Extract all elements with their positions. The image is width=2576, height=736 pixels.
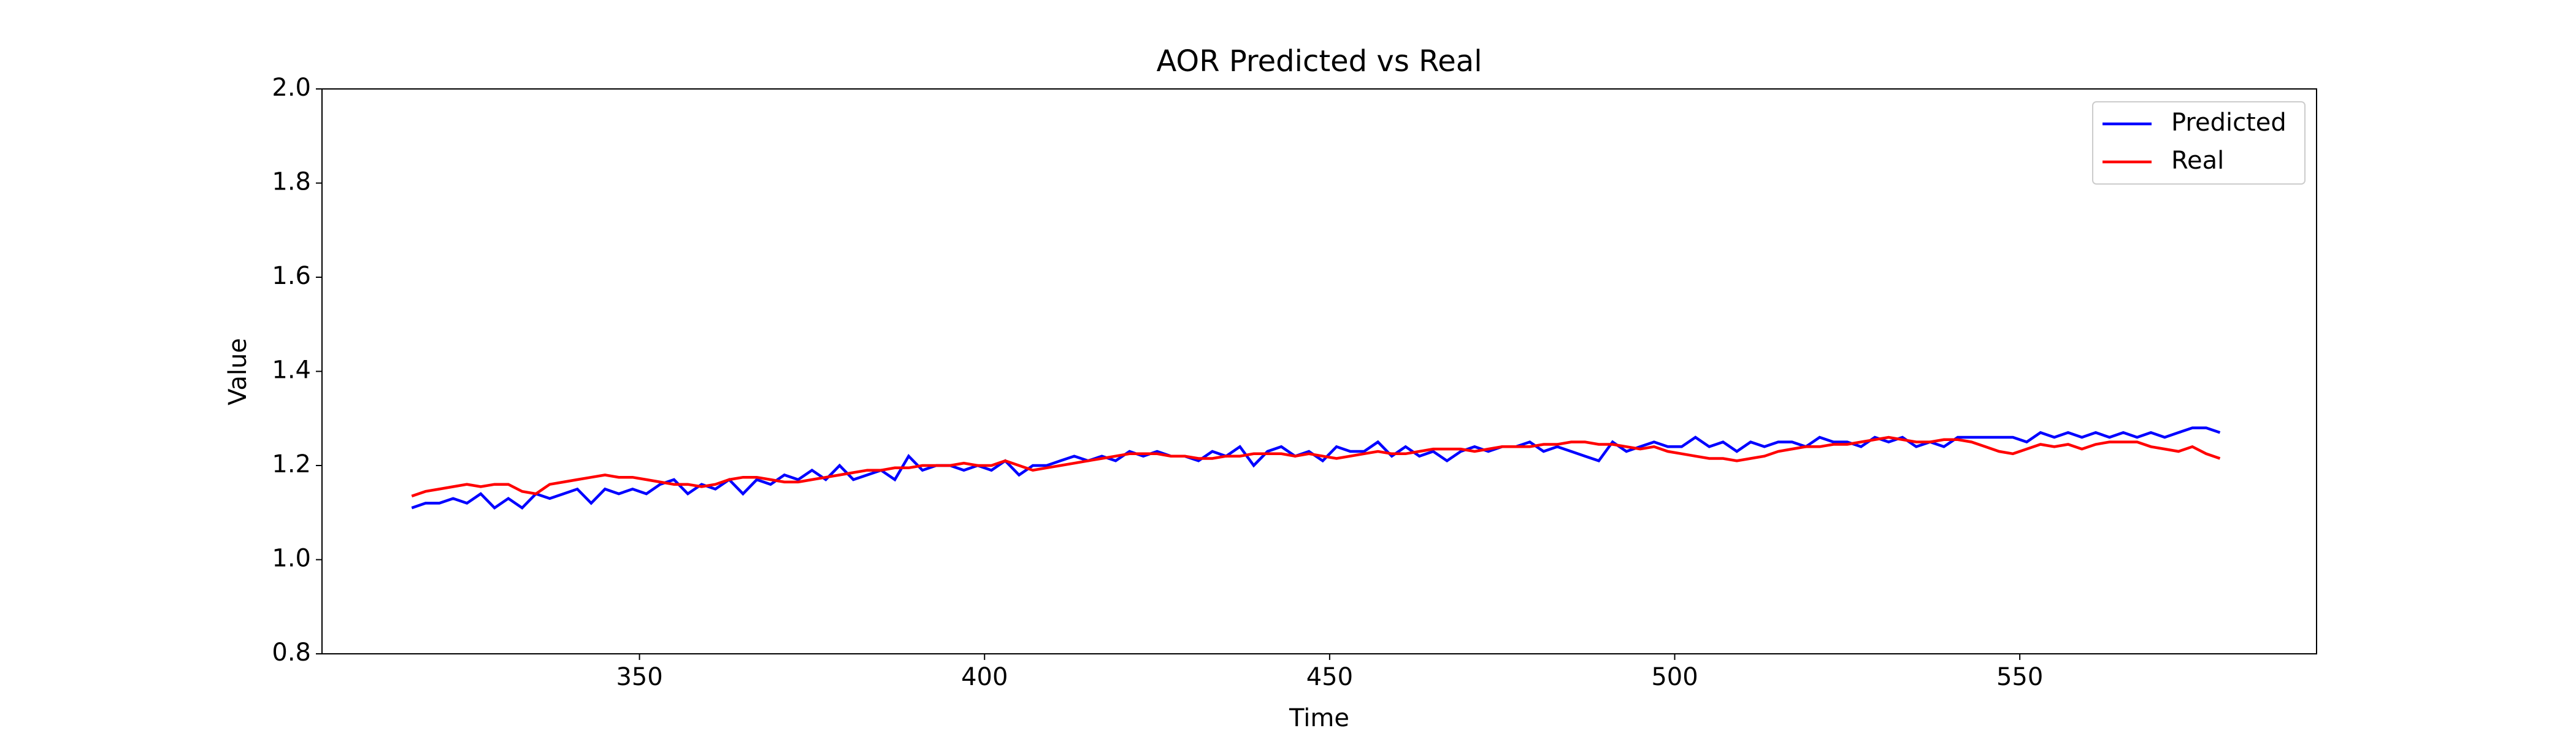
x-tick-label: 550 — [1996, 663, 2043, 691]
legend-label: Real — [2171, 147, 2224, 175]
y-tick-label: 1.6 — [272, 262, 311, 290]
legend-box — [2092, 101, 2306, 185]
y-tick-label: 1.0 — [272, 545, 311, 573]
y-tick-label: 1.4 — [272, 356, 311, 385]
x-tick-label: 400 — [961, 663, 1008, 691]
x-tick-label: 500 — [1651, 663, 1698, 691]
plot-frame — [321, 88, 2317, 654]
x-tick-label: 350 — [616, 663, 662, 691]
y-tick-label: 1.2 — [272, 450, 311, 478]
chart-title: AOR Predicted vs Real — [1156, 44, 1482, 79]
y-axis-label: Value — [224, 338, 252, 405]
y-tick-label: 0.8 — [272, 638, 311, 667]
x-tick-label: 450 — [1306, 663, 1353, 691]
x-axis-label: Time — [1289, 704, 1349, 732]
y-tick-label: 2.0 — [272, 74, 311, 102]
y-tick-label: 1.8 — [272, 168, 311, 196]
legend-label: Predicted — [2171, 109, 2287, 137]
data-line — [411, 435, 2221, 498]
